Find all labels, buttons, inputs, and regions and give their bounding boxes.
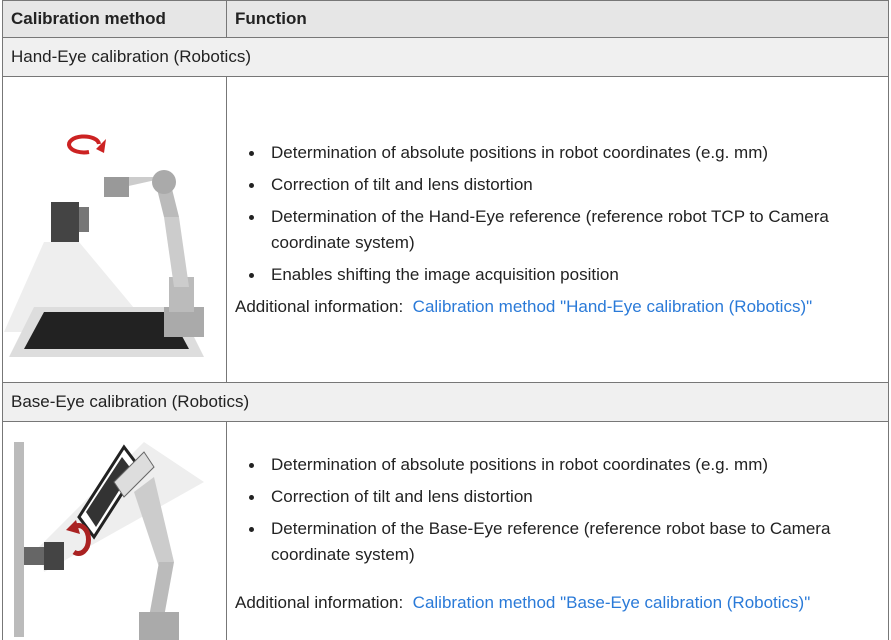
bullet-list: Determination of absolute positions in r… bbox=[235, 140, 880, 288]
bullet: Correction of tilt and lens distortion bbox=[249, 172, 880, 198]
section-row: Hand-Eye calibration (Robotics) bbox=[2, 37, 889, 77]
bullet: Determination of absolute positions in r… bbox=[249, 140, 880, 166]
info-link[interactable]: Calibration method "Hand-Eye calibration… bbox=[412, 296, 813, 316]
content-row: Determination of absolute positions in r… bbox=[2, 421, 889, 640]
header-cell: Function bbox=[226, 0, 889, 38]
info-link[interactable]: Calibration method "Base-Eye calibration… bbox=[412, 592, 811, 612]
section-title: Hand-Eye calibration (Robotics) bbox=[2, 37, 889, 77]
image-cell bbox=[2, 76, 227, 383]
bullet: Correction of tilt and lens distortion bbox=[249, 484, 880, 510]
info: Additional information: Calibration meth… bbox=[235, 590, 880, 616]
function-cell: Determination of absolute positions in r… bbox=[226, 421, 889, 640]
image-cell bbox=[2, 421, 227, 640]
base-eye-illustration bbox=[13, 442, 204, 640]
info-label: Additional information: bbox=[235, 296, 404, 316]
info: Additional information: Calibration meth… bbox=[235, 294, 880, 320]
bullet: Determination of the Hand-Eye reference … bbox=[249, 204, 880, 256]
bullet: Determination of the Base-Eye reference … bbox=[249, 516, 880, 568]
content-row: Determination of absolute positions in r… bbox=[2, 76, 889, 383]
section-title: Base-Eye calibration (Robotics) bbox=[2, 382, 889, 422]
bullet: Determination of absolute positions in r… bbox=[249, 452, 880, 478]
section-row: Base-Eye calibration (Robotics) bbox=[2, 382, 889, 422]
info-label: Additional information: bbox=[235, 592, 404, 612]
bullet: Enables shifting the image acquisition p… bbox=[249, 262, 880, 288]
header-cell: Calibration method bbox=[2, 0, 227, 38]
header-row: Calibration method Function bbox=[2, 0, 889, 38]
hand-eye-illustration bbox=[3, 134, 204, 357]
function-cell: Determination of absolute positions in r… bbox=[226, 76, 889, 383]
bullet-list: Determination of absolute positions in r… bbox=[235, 452, 880, 568]
